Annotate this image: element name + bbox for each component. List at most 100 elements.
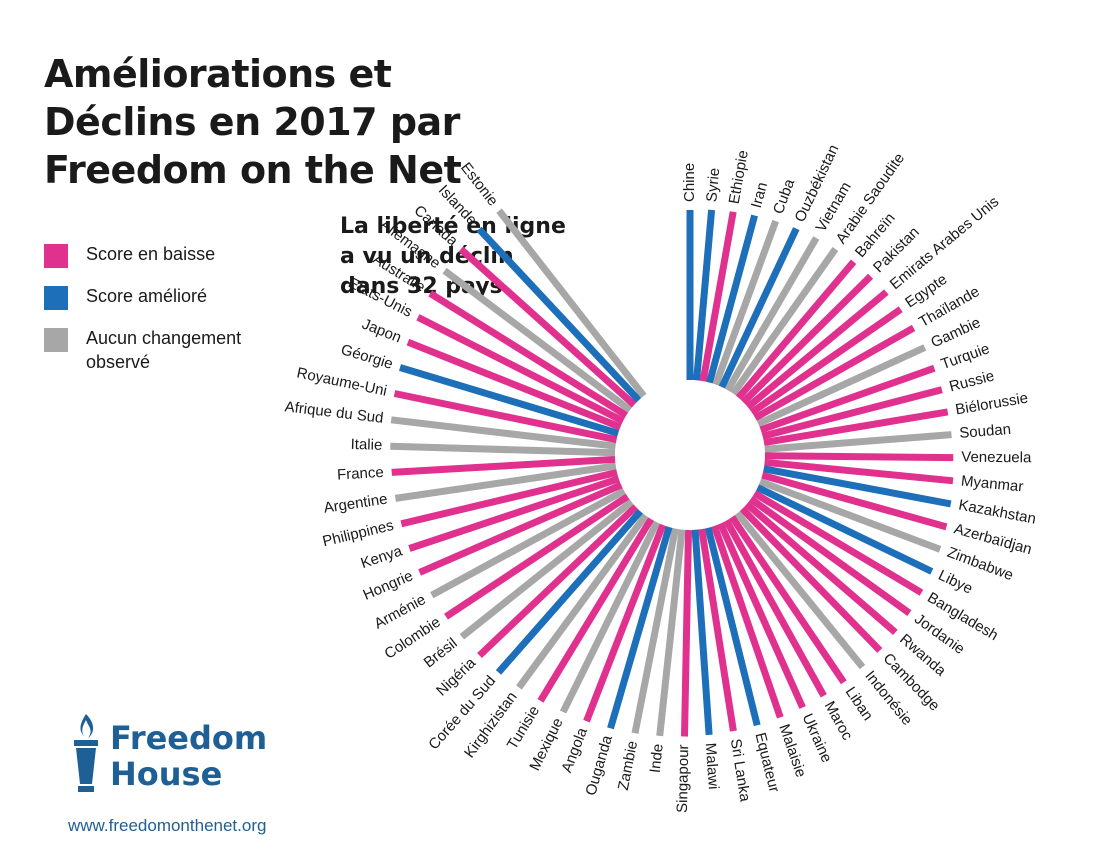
bar-decline <box>444 493 630 620</box>
page-title: Améliorations et Déclins en 2017 par Fre… <box>44 50 462 194</box>
bar-unchanged <box>712 219 779 386</box>
bar-unchanged <box>758 478 942 553</box>
bar-decline <box>391 455 616 476</box>
country-label: Philippines <box>321 517 396 550</box>
bar-decline <box>729 515 847 685</box>
bar-unchanged <box>631 527 679 734</box>
bar-unchanged <box>394 462 617 502</box>
bar-decline <box>408 475 620 552</box>
title-line: Déclins en 2017 par <box>44 100 460 144</box>
bar-unchanged <box>734 510 866 670</box>
country-label: Singapour <box>674 744 692 813</box>
legend-swatch-unchanged <box>44 328 68 352</box>
bar-unchanged <box>390 442 616 457</box>
bar-improved <box>763 465 952 508</box>
bar-improved <box>756 484 934 575</box>
logo-text: Freedom House <box>110 720 267 792</box>
bar-unchanged <box>390 416 616 450</box>
bar-decline <box>698 528 737 732</box>
bar-decline <box>764 452 954 462</box>
bar-decline <box>735 259 857 401</box>
country-label: Biélorussie <box>954 390 1029 419</box>
country-label: Zambie <box>615 739 641 791</box>
bar-unchanged <box>559 520 660 714</box>
bar-decline <box>583 523 667 723</box>
bar-improved <box>704 526 761 727</box>
bar-decline <box>748 496 912 616</box>
logo-text-line: House <box>110 755 223 793</box>
country-label: Géorgie <box>339 341 395 373</box>
country-label: Argentine <box>323 491 389 517</box>
bar-unchanged <box>730 246 839 396</box>
country-label: Russie <box>947 367 996 395</box>
country-label: Ethiopie <box>726 149 752 205</box>
country-label: Inde <box>647 743 667 774</box>
bar-decline <box>759 364 936 434</box>
bar-decline <box>699 211 737 382</box>
bar-unchanged <box>442 267 633 413</box>
title-line: Améliorations et <box>44 52 392 96</box>
title-line: Freedom on the Net <box>44 148 462 192</box>
country-label: Soudan <box>959 421 1012 442</box>
bar-improved <box>398 364 620 437</box>
bar-unchanged <box>459 499 634 640</box>
subtitle-line: a vu un déclin <box>340 244 514 269</box>
bar-decline <box>711 524 784 719</box>
bar-decline <box>763 408 949 447</box>
bar-unchanged <box>724 236 820 392</box>
chart-legend: Score en baisse Score amélioré Aucun cha… <box>44 242 324 390</box>
country-label: Angola <box>558 725 591 775</box>
bar-decline <box>745 289 889 410</box>
country-label: Malawi <box>702 742 722 790</box>
country-label: Myanmar <box>960 473 1024 496</box>
legend-swatch-decline <box>44 244 68 268</box>
bar-decline <box>764 458 954 485</box>
bar-unchanged <box>656 529 686 737</box>
bar-unchanged <box>516 513 649 690</box>
bar-decline <box>681 529 692 737</box>
country-label: Japon <box>359 316 403 347</box>
bar-improved <box>476 226 642 403</box>
bar-decline <box>761 386 943 440</box>
bar-unchanged <box>496 208 647 399</box>
legend-item-decline: Score en baisse <box>44 242 324 268</box>
country-label: Equateur <box>751 731 782 794</box>
country-label: Chine <box>681 163 698 202</box>
bar-decline <box>400 468 618 528</box>
bar-decline <box>393 390 618 444</box>
legend-label: Score amélioré <box>86 286 208 306</box>
bar-decline <box>753 324 916 421</box>
legend-swatch-improved <box>44 286 68 310</box>
bar-decline <box>740 273 874 405</box>
legend-label: Score en baisse <box>86 244 216 264</box>
bar-improved <box>718 227 800 389</box>
freedom-house-logo: Freedom House <box>68 712 267 800</box>
country-label: Iran <box>748 180 771 209</box>
bar-decline <box>739 506 883 653</box>
bar-improved <box>706 214 758 384</box>
bar-decline <box>752 490 924 596</box>
country-label: Royaume-Uni <box>295 364 388 399</box>
country-label: Syrie <box>703 167 723 203</box>
bar-improved <box>691 529 713 736</box>
bar-decline <box>477 504 639 659</box>
torch-icon <box>74 714 98 792</box>
country-label: Ouganda <box>582 733 616 798</box>
legend-label-line: Aucun changement <box>86 328 242 348</box>
bar-unchanged <box>756 344 927 427</box>
bar-unchanged <box>764 431 952 453</box>
country-label: Venezuela <box>961 449 1032 467</box>
country-label: Italie <box>350 436 382 454</box>
bar-decline <box>749 306 903 416</box>
country-label: Afrique du Sud <box>284 398 385 426</box>
country-label: Kenya <box>359 542 405 572</box>
legend-label: Aucun changement observé <box>86 326 241 374</box>
bar-decline <box>416 314 625 425</box>
bar-decline <box>761 471 948 531</box>
website-link[interactable]: www.freedomonthenet.org <box>68 816 267 835</box>
bar-decline <box>458 246 637 408</box>
legend-item-unchanged: Aucun changement observé <box>44 326 324 374</box>
bar-decline <box>744 501 898 636</box>
chart-subtitle: La liberté en ligne a vu un déclin dans … <box>340 212 566 302</box>
